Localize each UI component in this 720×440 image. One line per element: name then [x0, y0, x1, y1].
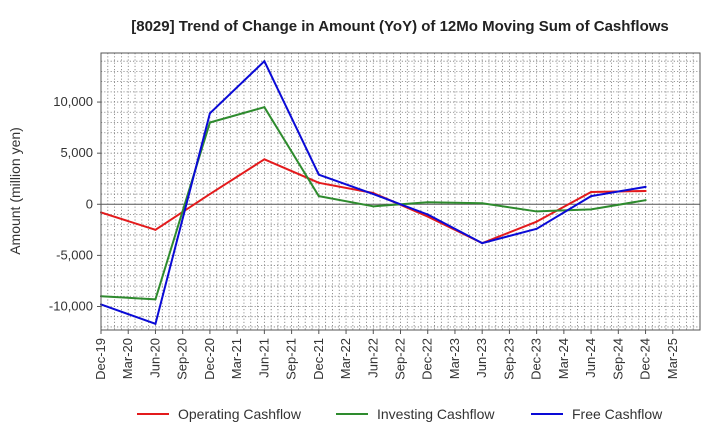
data-point-operating-cashflow-Dec-20 — [208, 193, 211, 196]
x-tick-label: Mar-20 — [120, 338, 135, 379]
data-point-free-cashflow-Dec-20 — [208, 112, 211, 115]
y-tick-label: -5,000 — [56, 247, 93, 262]
data-point-free-cashflow-Jun-23 — [481, 242, 484, 245]
data-point-free-cashflow-Dec-23 — [535, 227, 538, 230]
chart-title: [8029] Trend of Change in Amount (YoY) o… — [131, 18, 669, 35]
data-point-free-cashflow-Jun-22 — [372, 193, 375, 196]
grid — [101, 53, 700, 330]
legend-label-operating-cashflow: Operating Cashflow — [178, 406, 302, 422]
x-tick-label: Jun-22 — [365, 338, 380, 378]
y-tick-label: 5,000 — [60, 145, 93, 160]
data-point-investing-cashflow-Jun-22 — [372, 205, 375, 208]
data-point-investing-cashflow-Dec-22 — [426, 201, 429, 204]
plot-series — [100, 60, 647, 325]
x-tick-label: Dec-20 — [202, 338, 217, 380]
data-point-free-cashflow-Dec-21 — [317, 173, 320, 176]
data-point-free-cashflow-Jun-20 — [154, 322, 157, 325]
x-tick-label: Sep-20 — [175, 338, 190, 380]
data-point-free-cashflow-Dec-24 — [644, 185, 647, 188]
data-point-operating-cashflow-Dec-23 — [535, 220, 538, 223]
x-tick-label: Jun-23 — [474, 338, 489, 378]
data-point-operating-cashflow-Dec-22 — [426, 215, 429, 218]
legend-label-free-cashflow: Free Cashflow — [572, 406, 663, 422]
x-tick-label: Jun-24 — [583, 338, 598, 378]
y-tick-label: -10,000 — [49, 298, 93, 313]
data-point-investing-cashflow-Dec-20 — [208, 121, 211, 124]
data-point-free-cashflow-Dec-22 — [426, 213, 429, 216]
data-point-operating-cashflow-Jun-20 — [154, 228, 157, 231]
x-tick-label: Sep-21 — [284, 338, 299, 380]
x-tick-label: Dec-23 — [529, 338, 544, 380]
data-point-investing-cashflow-Dec-23 — [535, 210, 538, 213]
data-point-operating-cashflow-Jun-21 — [263, 158, 266, 161]
data-point-operating-cashflow-Dec-21 — [317, 181, 320, 184]
series-line-investing-cashflow — [100, 106, 647, 301]
data-point-investing-cashflow-Dec-21 — [317, 195, 320, 198]
data-point-investing-cashflow-Jun-21 — [263, 106, 266, 109]
y-tick-label: 10,000 — [53, 94, 93, 109]
y-axis: -10,000 -5,000 0 5,000 10,000 — [49, 94, 101, 313]
data-point-investing-cashflow-Jun-24 — [590, 208, 593, 211]
x-tick-label: Jun-20 — [147, 338, 162, 378]
legend-label-investing-cashflow: Investing Cashflow — [377, 406, 495, 422]
data-point-operating-cashflow-Jun-24 — [590, 191, 593, 194]
x-tick-label: Jun-21 — [256, 338, 271, 378]
x-tick-label: Mar-21 — [229, 338, 244, 379]
x-tick-label: Mar-23 — [447, 338, 462, 379]
data-point-investing-cashflow-Dec-24 — [644, 199, 647, 202]
data-point-investing-cashflow-Jun-20 — [154, 298, 157, 301]
y-axis-label: Amount (million yen) — [7, 127, 23, 255]
data-point-free-cashflow-Jun-21 — [263, 60, 266, 63]
x-tick-label: Dec-21 — [311, 338, 326, 380]
x-tick-label: Sep-24 — [610, 338, 625, 380]
x-axis: Dec-19 Mar-20 Jun-20 Sep-20 Dec-20 Mar-21 Jun-… — [93, 330, 680, 380]
x-tick-label: Sep-22 — [393, 338, 408, 380]
data-point-investing-cashflow-Jun-23 — [481, 202, 484, 205]
x-tick-label: Dec-22 — [420, 338, 435, 380]
x-tick-label: Sep-23 — [501, 338, 516, 380]
x-tick-label: Dec-19 — [93, 338, 108, 380]
data-point-operating-cashflow-Dec-24 — [644, 189, 647, 192]
x-tick-label: Dec-24 — [638, 338, 653, 380]
data-point-free-cashflow-Jun-24 — [590, 195, 593, 198]
y-tick-label: 0 — [86, 196, 93, 211]
x-tick-label: Mar-24 — [556, 338, 571, 379]
x-tick-label: Mar-25 — [665, 338, 680, 379]
legend: Operating Cashflow Investing Cashflow Free… — [137, 406, 663, 422]
x-tick-label: Mar-22 — [338, 338, 353, 379]
